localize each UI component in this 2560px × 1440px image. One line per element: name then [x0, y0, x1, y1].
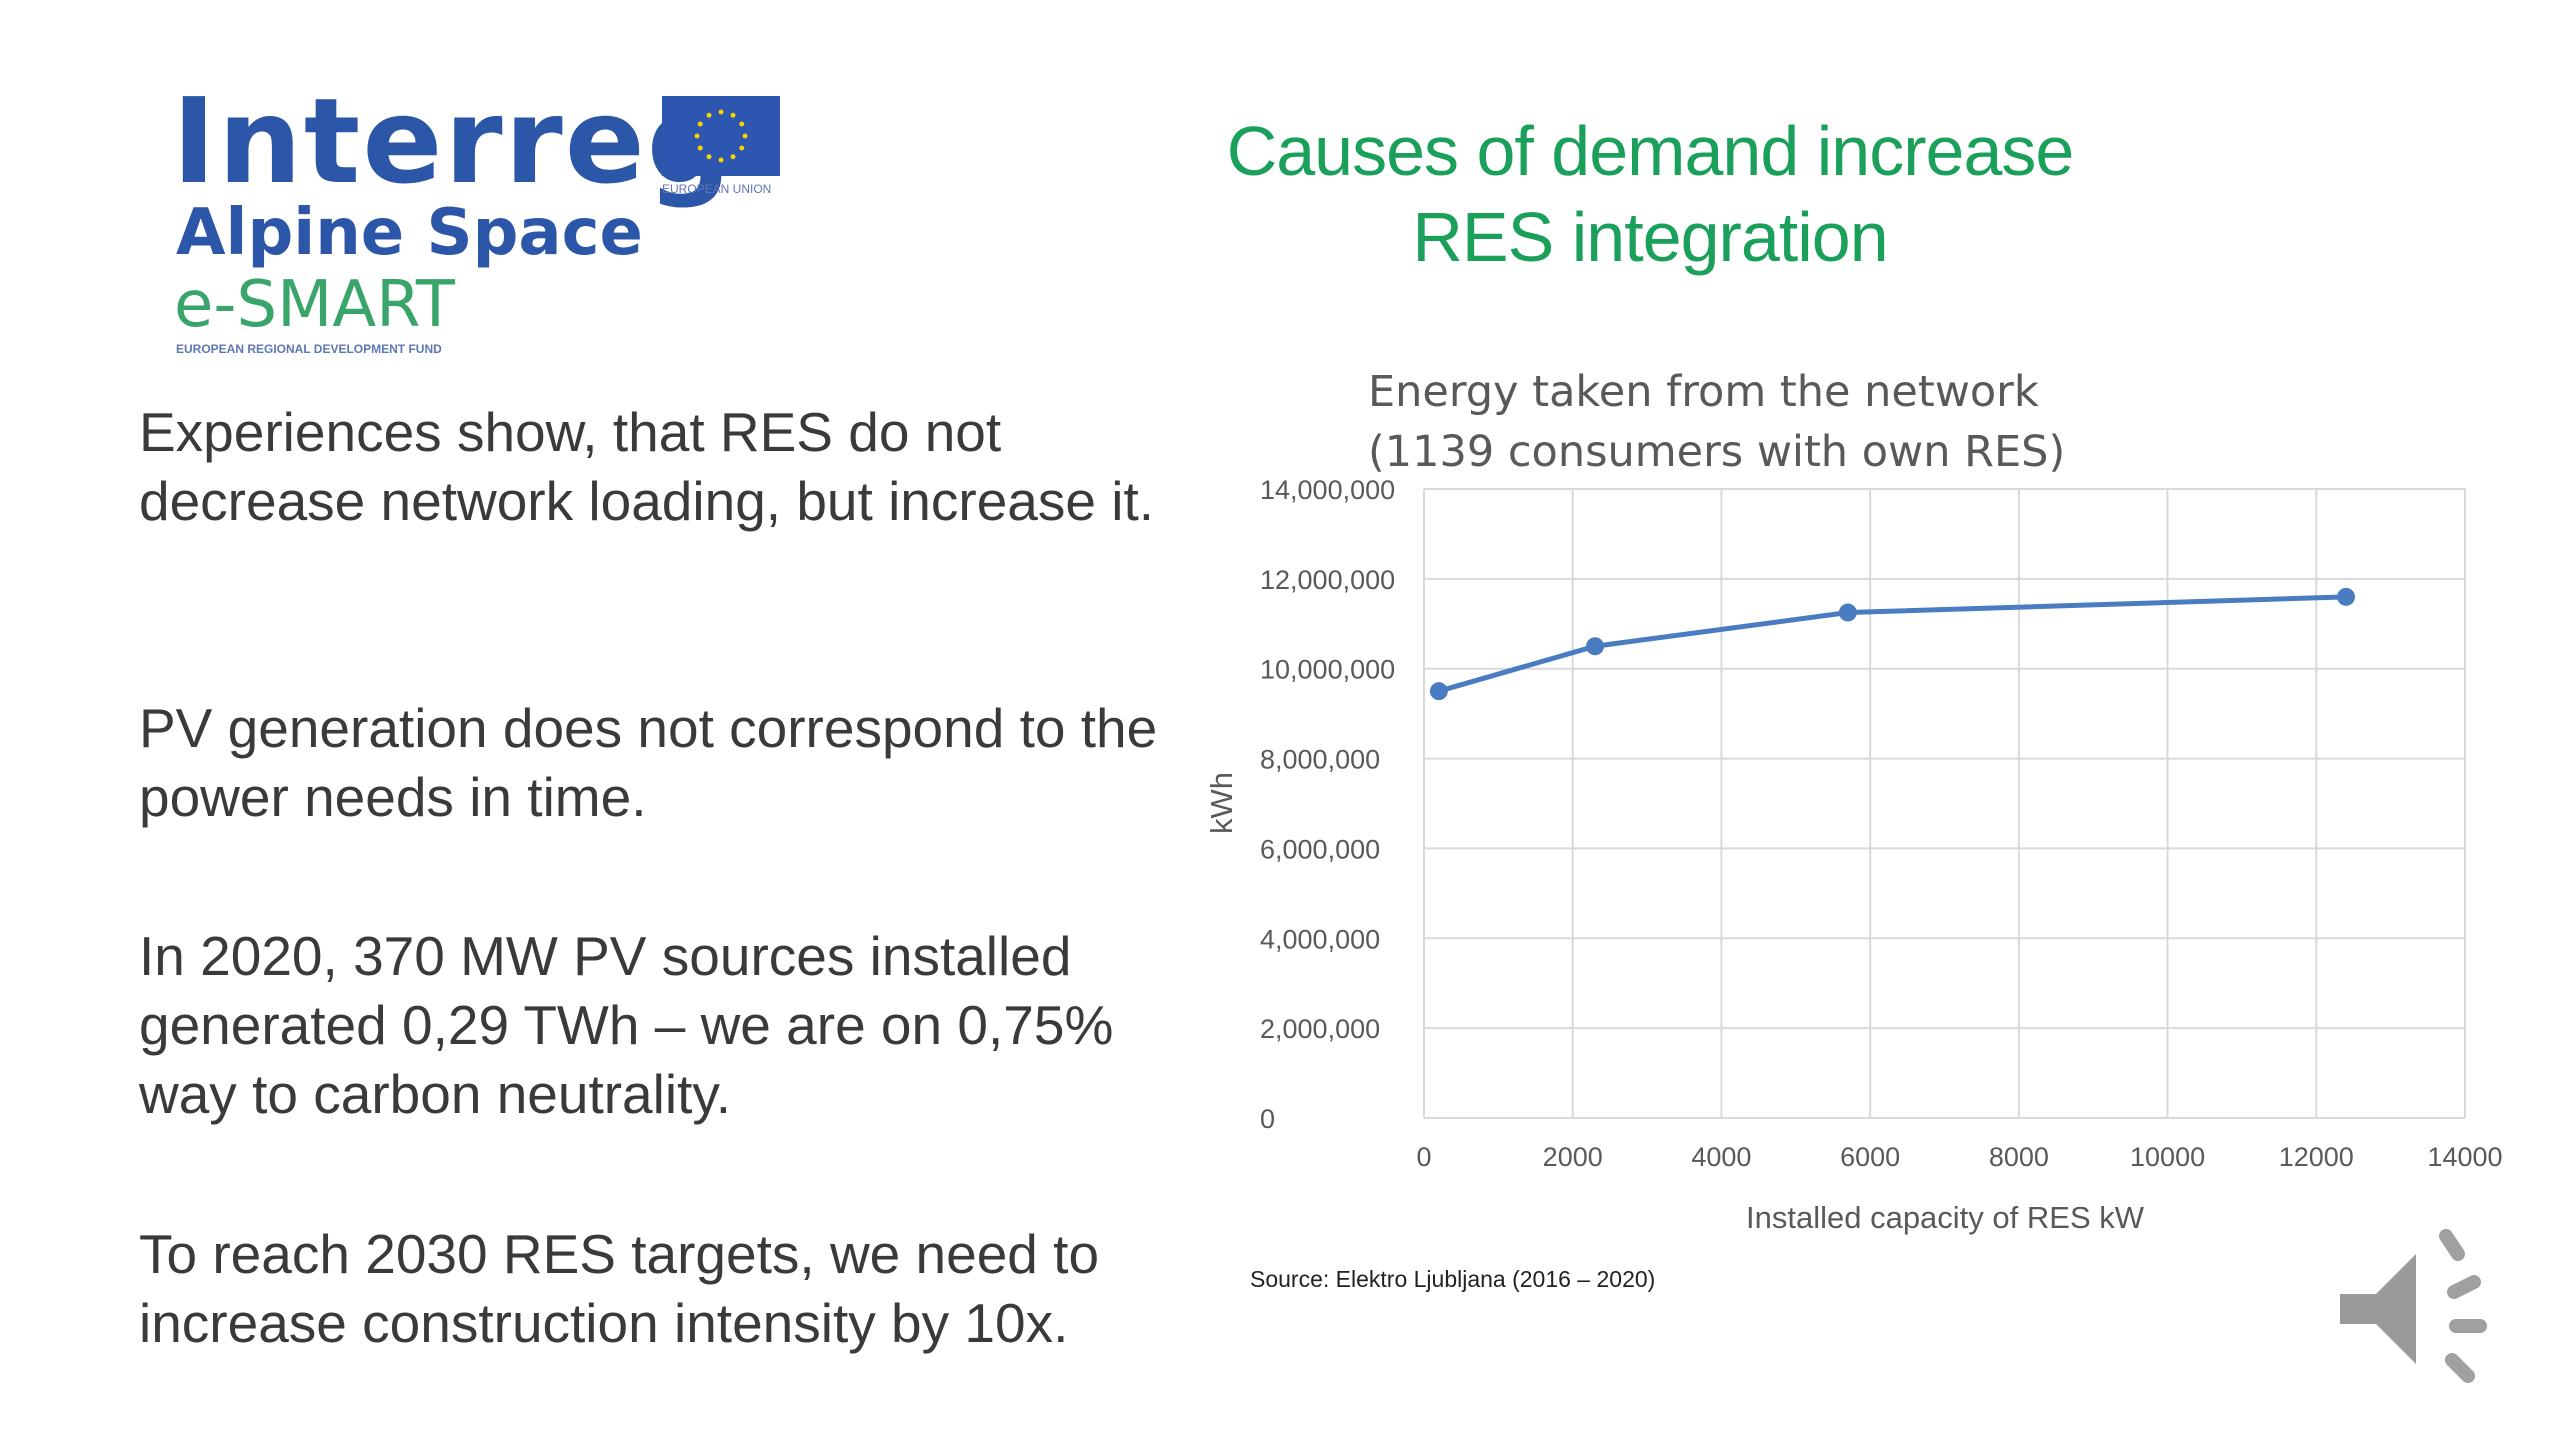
- interreg-logo: Interreg: [172, 72, 734, 210]
- paragraph-1: Experiences show, that RES do not decrea…: [139, 401, 1155, 532]
- erdf-label: EUROPEAN REGIONAL DEVELOPMENT FUND: [176, 342, 442, 356]
- x-tick-label: 12000: [2279, 1142, 2354, 1172]
- eu-flag-icon: [662, 96, 780, 176]
- esmart-logo: e-SMART: [174, 268, 455, 342]
- y-tick-label: 0: [1260, 1104, 1275, 1134]
- paragraph-3: In 2020, 370 MW PV sources installed gen…: [139, 925, 1114, 1125]
- data-point: [2337, 587, 2356, 606]
- data-point: [1838, 603, 1857, 622]
- y-tick-label: 2,000,000: [1260, 1014, 1380, 1044]
- y-tick-label: 14,000,000: [1260, 475, 1395, 505]
- y-tick-label: 8,000,000: [1260, 745, 1380, 775]
- data-point: [1429, 682, 1448, 701]
- title-line-1: Causes of demand increase: [1226, 112, 2075, 190]
- eu-label: EUROPEAN UNION: [662, 182, 772, 196]
- x-tick-label: 0: [1416, 1142, 1431, 1172]
- x-tick-label: 8000: [1989, 1142, 2049, 1172]
- x-tick-label: 4000: [1691, 1142, 1751, 1172]
- y-tick-label: 10,000,000: [1260, 655, 1395, 685]
- x-axis-label: Installed capacity of RES kW: [1746, 1200, 2145, 1235]
- paragraph-2: PV generation does not correspond to the…: [139, 697, 1158, 828]
- y-tick-label: 12,000,000: [1260, 565, 1395, 595]
- chart-title-line-2: (1139 consumers with own RES): [1368, 427, 2066, 477]
- alpine-space-logo: Alpine Space: [176, 196, 643, 270]
- chart-title: Energy taken from the network (1139 cons…: [1368, 362, 2065, 482]
- speaker-icon[interactable]: [2336, 1214, 2506, 1384]
- title-line-2: RES integration: [1412, 198, 1888, 276]
- x-tick-label: 10000: [2130, 1142, 2205, 1172]
- y-tick-label: 4,000,000: [1260, 924, 1380, 954]
- y-axis-label: kWh: [1204, 772, 1239, 834]
- x-tick-label: 14000: [2427, 1142, 2502, 1172]
- series-line: [1438, 594, 2347, 694]
- source-note: Source: Elektro Ljubljana (2016 – 2020): [1250, 1266, 1656, 1292]
- paragraph-4: To reach 2030 RES targets, we need to in…: [139, 1223, 1100, 1354]
- x-tick-label: 2000: [1543, 1142, 1603, 1172]
- x-tick-label: 6000: [1840, 1142, 1900, 1172]
- chart-title-line-1: Energy taken from the network: [1368, 367, 2039, 417]
- data-point: [1586, 637, 1605, 656]
- slide-title: Causes of demand increase RES integratio…: [1100, 108, 2200, 280]
- y-tick-label: 6,000,000: [1260, 834, 1380, 864]
